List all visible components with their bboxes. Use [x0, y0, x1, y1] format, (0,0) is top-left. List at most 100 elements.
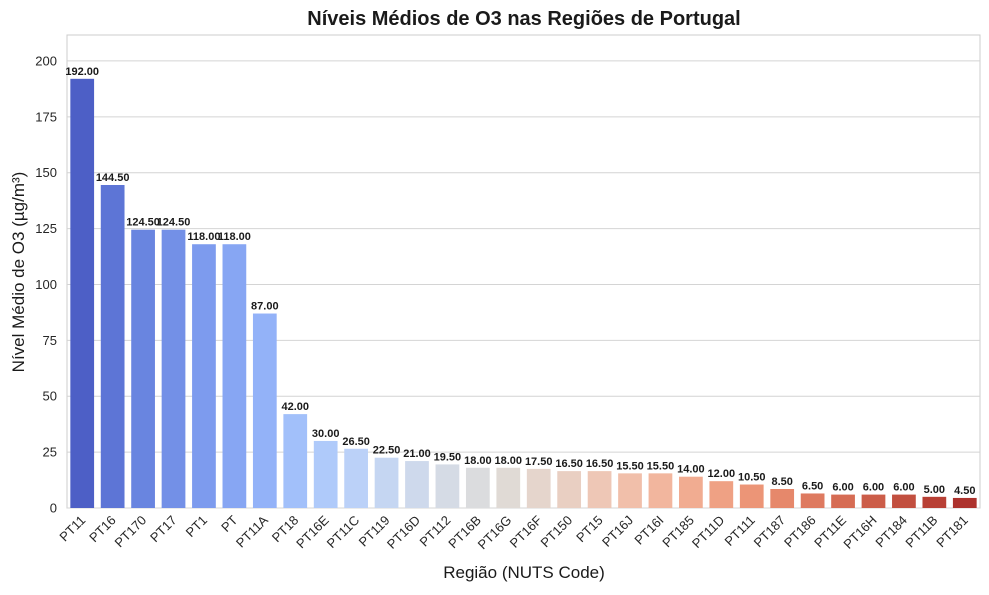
bar-value-label: 15.50	[647, 460, 675, 472]
x-tick-label: PT11B	[902, 513, 940, 551]
bar	[192, 244, 216, 508]
x-tick-label: PT187	[751, 513, 789, 551]
x-tick-label: PT17	[147, 513, 180, 546]
bar-value-label: 6.00	[832, 482, 853, 494]
bar-value-label: 15.50	[616, 460, 644, 472]
bar-value-label: 17.50	[525, 456, 553, 468]
bar	[557, 471, 582, 508]
bar-value-label: 4.50	[954, 485, 975, 497]
x-tick-label: PT111	[722, 513, 758, 549]
bar	[70, 78, 95, 508]
bar	[892, 494, 916, 508]
bar-value-label: 118.00	[187, 231, 220, 243]
bar-value-label: 6.50	[802, 480, 823, 492]
bar-value-label: 22.50	[373, 445, 401, 457]
bar	[922, 496, 947, 508]
bar	[222, 244, 247, 508]
bar-value-label: 87.00	[251, 301, 279, 313]
x-tick-label: PT16H	[840, 513, 879, 552]
bar	[435, 464, 460, 508]
x-tick-label: PT186	[781, 513, 819, 551]
bar	[252, 313, 277, 508]
x-tick-label: PT16E	[293, 512, 332, 551]
y-tick-label: 75	[43, 333, 57, 348]
bar	[648, 473, 673, 508]
bars	[70, 78, 977, 509]
bar-value-label: 30.00	[312, 428, 340, 440]
bar	[161, 229, 186, 508]
grid-lines	[67, 60, 980, 509]
y-axis-label: Nível Médio de O3 (µg/m³)	[9, 172, 28, 373]
x-tick-label: PT16D	[384, 513, 423, 552]
bar	[831, 494, 855, 508]
bar-value-label: 42.00	[281, 401, 309, 413]
bar	[313, 440, 338, 508]
y-tick-label: 175	[35, 109, 57, 124]
bar-value-label: 14.00	[677, 464, 705, 476]
bar-value-label: 8.50	[771, 476, 792, 488]
bar	[344, 448, 368, 508]
bar-value-label: 6.00	[893, 482, 914, 494]
y-tick-label: 125	[35, 221, 57, 236]
bar	[465, 467, 490, 508]
bar	[587, 471, 612, 508]
bar-value-label: 124.50	[126, 217, 160, 229]
x-tick-label: PT11	[56, 513, 88, 545]
bar-value-label: 12.00	[708, 468, 736, 480]
bar	[709, 481, 734, 508]
chart-title: Níveis Médios de O3 nas Regiões de Portu…	[307, 8, 740, 30]
bar-value-label: 16.50	[555, 458, 583, 470]
bar	[679, 476, 703, 508]
bar-value-label: 19.50	[434, 451, 462, 463]
bar	[283, 414, 308, 508]
x-axis-label: Região (NUTS Code)	[443, 563, 605, 582]
bar	[374, 457, 399, 508]
y-tick-label: 150	[35, 165, 57, 180]
y-axis-ticks: 0 25 50 75 100 125 150 175 200	[35, 53, 57, 515]
x-tick-label: PT16F	[507, 512, 545, 550]
bar	[618, 473, 642, 508]
bar	[861, 494, 886, 508]
x-tick-label: PT1	[183, 513, 210, 540]
bar	[739, 484, 764, 508]
y-tick-label: 200	[35, 53, 57, 68]
bar	[405, 461, 429, 508]
bar-value-label: 124.50	[157, 217, 191, 229]
x-tick-label: PT	[218, 512, 240, 534]
bar-value-label: 192.00	[65, 66, 99, 78]
bar	[770, 488, 795, 508]
x-tick-label: PT11D	[689, 513, 728, 552]
x-tick-label: PT170	[112, 513, 150, 551]
x-tick-label: PT11A	[233, 512, 271, 550]
x-tick-label: PT11C	[324, 513, 363, 552]
bar	[800, 493, 825, 508]
x-tick-label: PT16J	[599, 513, 636, 550]
bar	[131, 229, 155, 508]
y-tick-label: 100	[35, 277, 57, 292]
bar-value-label: 118.00	[218, 231, 251, 243]
y-tick-label: 25	[43, 445, 57, 460]
x-tick-label: PT150	[538, 513, 576, 551]
bar-value-label: 26.50	[342, 436, 370, 448]
x-tick-label: PT184	[872, 513, 910, 551]
bar-value-label: 18.00	[495, 455, 523, 467]
bar-value-label: 16.50	[586, 458, 614, 470]
bar	[496, 467, 521, 508]
bar-value-label: 144.50	[96, 172, 130, 184]
y-tick-label: 50	[43, 389, 57, 404]
bar-value-label: 10.50	[738, 472, 766, 484]
bar	[526, 468, 551, 508]
bar	[952, 497, 977, 508]
bar-value-label: 6.00	[863, 482, 884, 494]
plot-area-background	[66, 34, 981, 509]
y-tick-label: 0	[50, 501, 57, 516]
x-tick-label: PT16G	[475, 513, 515, 553]
x-tick-label: PT181	[933, 513, 971, 551]
bar-value-label: 21.00	[403, 448, 431, 460]
bar-value-label: 5.00	[924, 484, 945, 496]
bar-value-label: 18.00	[464, 455, 492, 467]
